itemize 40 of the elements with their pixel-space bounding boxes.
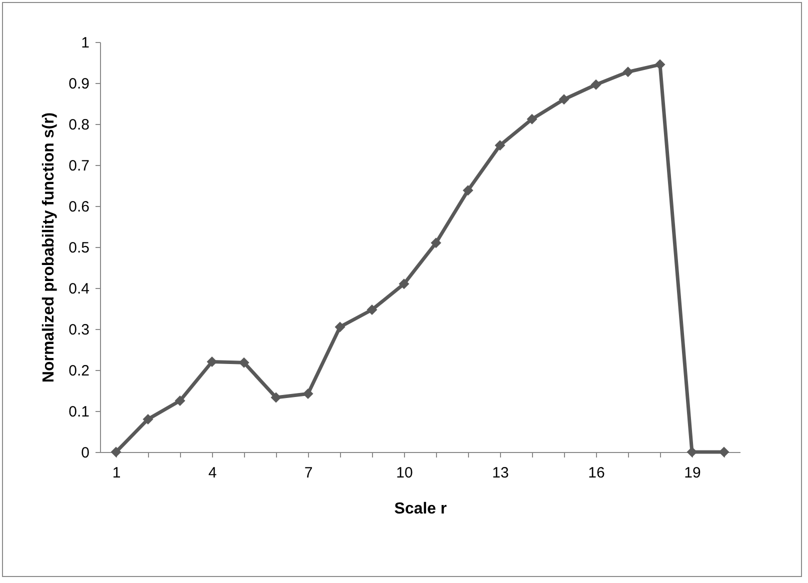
point [142, 414, 154, 424]
point [462, 185, 474, 196]
x-tick-label: 10 [396, 464, 413, 482]
point [174, 396, 186, 406]
point [654, 59, 666, 70]
x-tick-label: 4 [208, 464, 217, 482]
x-tick-label: 7 [304, 464, 313, 482]
point [686, 446, 698, 458]
point [270, 392, 282, 403]
point [206, 356, 218, 368]
y-tick-label: 0.2 [68, 362, 90, 380]
y-tick-label: 0.6 [68, 198, 90, 216]
point [398, 278, 410, 290]
point [238, 357, 250, 368]
y-tick-label: 0.4 [68, 280, 90, 298]
y-tick-label: 0.8 [68, 116, 90, 134]
x-tick-label: 19 [684, 464, 701, 482]
point [334, 322, 346, 332]
point [558, 94, 570, 105]
y-tick-label: 0.3 [68, 322, 90, 338]
point [526, 114, 538, 124]
y-tick-label: 0.5 [68, 240, 90, 256]
point [430, 238, 442, 248]
y-tick-label: 0.9 [68, 76, 90, 92]
y-tick-label: 0.7 [68, 158, 90, 174]
y-tick-label: 0 [81, 444, 90, 462]
point [590, 79, 602, 90]
point [110, 446, 122, 458]
y-tick-label: 1 [81, 34, 90, 52]
x-axis-title: Scale r [394, 500, 447, 518]
y-tick-label: 0.1 [68, 404, 90, 420]
y-axis-title: Normalized probability function s(r) [40, 112, 58, 383]
x-tick-label: 1 [112, 464, 121, 482]
point [494, 140, 506, 151]
point [302, 388, 314, 400]
x-tick-label: 13 [492, 464, 509, 482]
point [622, 66, 634, 78]
point [718, 446, 730, 458]
x-tick-label: 16 [588, 464, 605, 482]
point [366, 304, 378, 315]
